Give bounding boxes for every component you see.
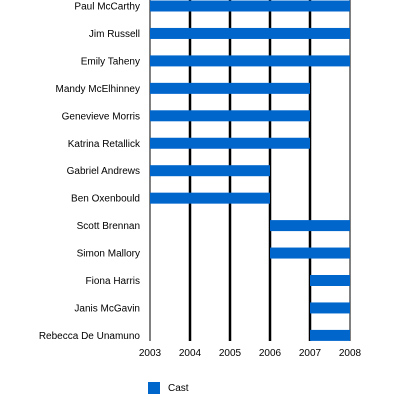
row-label: Jim Russell [89,29,140,40]
x-tick-label: 2004 [179,348,202,359]
row-label: Emily Taheny [81,56,140,67]
bar-simon-mallory [270,247,350,259]
bar-fiona-harris [310,275,350,286]
row-label: Janis McGavin [74,303,140,314]
x-tick-label: 2003 [139,348,162,359]
bar-paul-mccarthy [150,0,350,12]
legend-swatch [148,382,160,394]
row-label: Scott Brennan [77,221,140,232]
label-layer: Paul McCarthy Jim Russell Emily Taheny Mand… [39,2,141,342]
legend-label: Cast [168,382,189,394]
row-label: Simon Mallory [77,249,140,260]
bar-rebecca-de-unamuno [310,329,350,341]
row-label: Paul McCarthy [74,2,140,13]
row-label: Gabriel Andrews [67,166,140,177]
bar-katrina-retallick [150,137,310,149]
bar-gabriel-andrews [150,165,270,177]
bar-genevieve-morris [150,110,310,122]
row-label: Katrina Retallick [68,139,141,150]
bar-layer [150,0,350,341]
x-tick-label: 2007 [299,348,322,359]
row-label: Genevieve Morris [62,111,140,122]
bar-scott-brennan [270,220,350,232]
row-label: Fiona Harris [86,276,140,287]
bar-mandy-mcelhinney [150,82,310,94]
row-label: Rebecca De Unamuno [39,331,141,342]
bar-jim-russell [150,27,350,39]
bar-janis-mcgavin [310,302,350,314]
legend: Cast [148,382,189,394]
bar-ben-oxenbould [150,192,270,204]
x-tick-label: 2008 [339,348,362,359]
row-label: Mandy McElhinney [56,84,140,95]
bar-emily-taheny [150,55,350,67]
tick-layer: 2003 2004 2005 2006 2007 2008 [139,348,362,359]
x-tick-label: 2006 [259,348,282,359]
x-tick-label: 2005 [219,348,242,359]
row-label: Ben Oxenbould [71,194,140,205]
